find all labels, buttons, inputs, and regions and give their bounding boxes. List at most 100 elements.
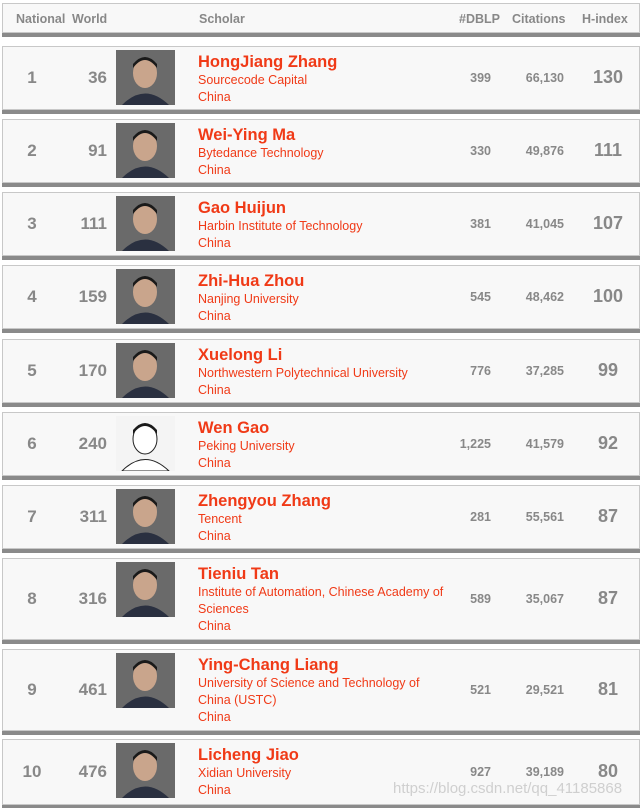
national-rank: 5 (27, 361, 37, 380)
national-rank: 10 (22, 762, 42, 781)
header-hindex[interactable]: H-index (582, 12, 628, 26)
scholar-photo[interactable] (116, 50, 175, 105)
scholar-row[interactable]: 3 111 Gao Huijun Harbin Institute of Tec… (2, 192, 640, 256)
institution-link[interactable]: Peking University (198, 439, 295, 453)
country-link[interactable]: China (198, 383, 231, 397)
person-icon (116, 562, 175, 617)
institution-link[interactable]: Bytedance Technology (198, 146, 324, 160)
header-world[interactable]: World (72, 12, 108, 26)
citations-count: 48,462 (525, 290, 564, 304)
header-dblp[interactable]: #DBLP (459, 12, 500, 26)
scholar-photo[interactable] (116, 489, 175, 544)
world-rank: 476 (78, 762, 107, 781)
scholar-photo[interactable] (116, 269, 175, 324)
citations-count: 29,521 (525, 683, 564, 697)
national-rank: 6 (27, 434, 37, 453)
scholar-name-link[interactable]: Wen Gao (198, 419, 270, 437)
country-link[interactable]: China (198, 456, 231, 470)
institution-link[interactable]: Xidian University (198, 766, 292, 780)
h-index: 87 (597, 506, 619, 526)
scholar-row[interactable]: 1 36 HongJiang Zhang Sourcecode Capital … (2, 46, 640, 110)
institution-link[interactable]: Institute of Automation, Chinese Academy… (198, 585, 444, 616)
scholar-row[interactable]: 4 159 Zhi-Hua Zhou Nanjing University Ch… (2, 265, 640, 329)
scholar-row[interactable]: 9 461 Ying-Chang Liang University of Sci… (2, 649, 640, 731)
institution-link[interactable]: Northwestern Polytechnical University (198, 366, 408, 380)
h-index: 99 (597, 360, 619, 380)
institution-link[interactable]: Tencent (198, 512, 242, 526)
person-icon (116, 653, 175, 708)
scholar-name-link[interactable]: Gao Huijun (198, 199, 286, 217)
institution-link[interactable]: University of Science and Technology of … (198, 676, 420, 707)
citations-count: 41,579 (525, 437, 564, 451)
country-link[interactable]: China (198, 619, 231, 633)
scholar-photo[interactable] (116, 653, 175, 708)
scholar-photo[interactable] (116, 562, 175, 617)
person-icon (116, 196, 175, 251)
header-national[interactable]: National (16, 12, 66, 26)
scholar-name-link[interactable]: Licheng Jiao (198, 746, 299, 764)
national-rank: 1 (27, 68, 37, 87)
scholar-photo[interactable] (116, 196, 175, 251)
dblp-count: 399 (470, 71, 491, 85)
scholar-name-link[interactable]: Xuelong Li (198, 346, 283, 364)
dblp-count: 281 (470, 510, 491, 524)
citations-count: 41,045 (525, 217, 564, 231)
person-icon (116, 416, 175, 471)
scholar-name-link[interactable]: Tieniu Tan (198, 565, 279, 583)
institution-link[interactable]: Harbin Institute of Technology (198, 219, 363, 233)
citations-count: 35,067 (525, 592, 564, 606)
world-rank: 91 (88, 141, 107, 160)
person-icon (116, 743, 175, 798)
institution-link[interactable]: Nanjing University (198, 292, 299, 306)
scholar-photo[interactable] (116, 743, 175, 798)
scholar-row[interactable]: 7 311 Zhengyou Zhang Tencent China 281 5… (2, 485, 640, 549)
scholar-row[interactable]: 5 170 Xuelong Li Northwestern Polytechni… (2, 339, 640, 403)
scholar-name-link[interactable]: HongJiang Zhang (198, 53, 338, 71)
national-rank: 3 (27, 214, 37, 233)
header-scholar[interactable]: Scholar (199, 12, 245, 26)
h-index: 81 (597, 679, 619, 699)
scholar-name-link[interactable]: Zhengyou Zhang (198, 492, 331, 510)
country-link[interactable]: China (198, 236, 231, 250)
world-rank: 36 (88, 68, 107, 87)
country-link[interactable]: China (198, 783, 231, 797)
country-link[interactable]: China (198, 529, 231, 543)
national-rank: 4 (27, 287, 37, 306)
scholar-photo[interactable] (116, 123, 175, 178)
dblp-count: 776 (470, 364, 491, 378)
scholar-row[interactable]: 2 91 Wei-Ying Ma Bytedance Technology Ch… (2, 119, 640, 183)
person-icon (116, 269, 175, 324)
national-rank: 9 (27, 680, 37, 699)
institution-link[interactable]: Sourcecode Capital (198, 73, 308, 87)
country-link[interactable]: China (198, 710, 231, 724)
h-index: 92 (597, 433, 619, 453)
citations-count: 49,876 (525, 144, 564, 158)
dblp-count: 1,225 (459, 437, 491, 451)
world-rank: 461 (78, 680, 107, 699)
world-rank: 311 (79, 507, 107, 526)
citations-count: 66,130 (525, 71, 564, 85)
citations-count: 37,285 (525, 364, 564, 378)
scholar-photo[interactable] (116, 416, 175, 471)
scholar-name-link[interactable]: Wei-Ying Ma (198, 126, 296, 144)
watermark: https://blog.csdn.net/qq_41185868 (393, 780, 623, 797)
scholar-row[interactable]: 10 476 Licheng Jiao Xidian University Ch… (2, 739, 640, 805)
scholar-photo[interactable] (116, 343, 175, 398)
h-index: 87 (597, 588, 619, 608)
scholar-name-link[interactable]: Ying-Chang Liang (198, 656, 339, 674)
country-link[interactable]: China (198, 309, 231, 323)
h-index: 130 (592, 67, 624, 87)
scholar-name-link[interactable]: Zhi-Hua Zhou (198, 272, 305, 290)
table-header: National World Scholar #DBLP Citations H… (2, 3, 640, 33)
dblp-count: 545 (470, 290, 491, 304)
country-link[interactable]: China (198, 90, 231, 104)
citations-count: 39,189 (525, 765, 564, 779)
scholar-row[interactable]: 6 240 Wen Gao Peking University China 1,… (2, 412, 640, 476)
scholar-row[interactable]: 8 316 Tieniu Tan Institute of Automation… (2, 558, 640, 640)
country-link[interactable]: China (198, 163, 231, 177)
dblp-count: 521 (470, 683, 491, 697)
h-index: 100 (592, 286, 624, 306)
h-index: 111 (593, 140, 623, 160)
dblp-count: 381 (470, 217, 491, 231)
header-citations[interactable]: Citations (512, 12, 566, 26)
